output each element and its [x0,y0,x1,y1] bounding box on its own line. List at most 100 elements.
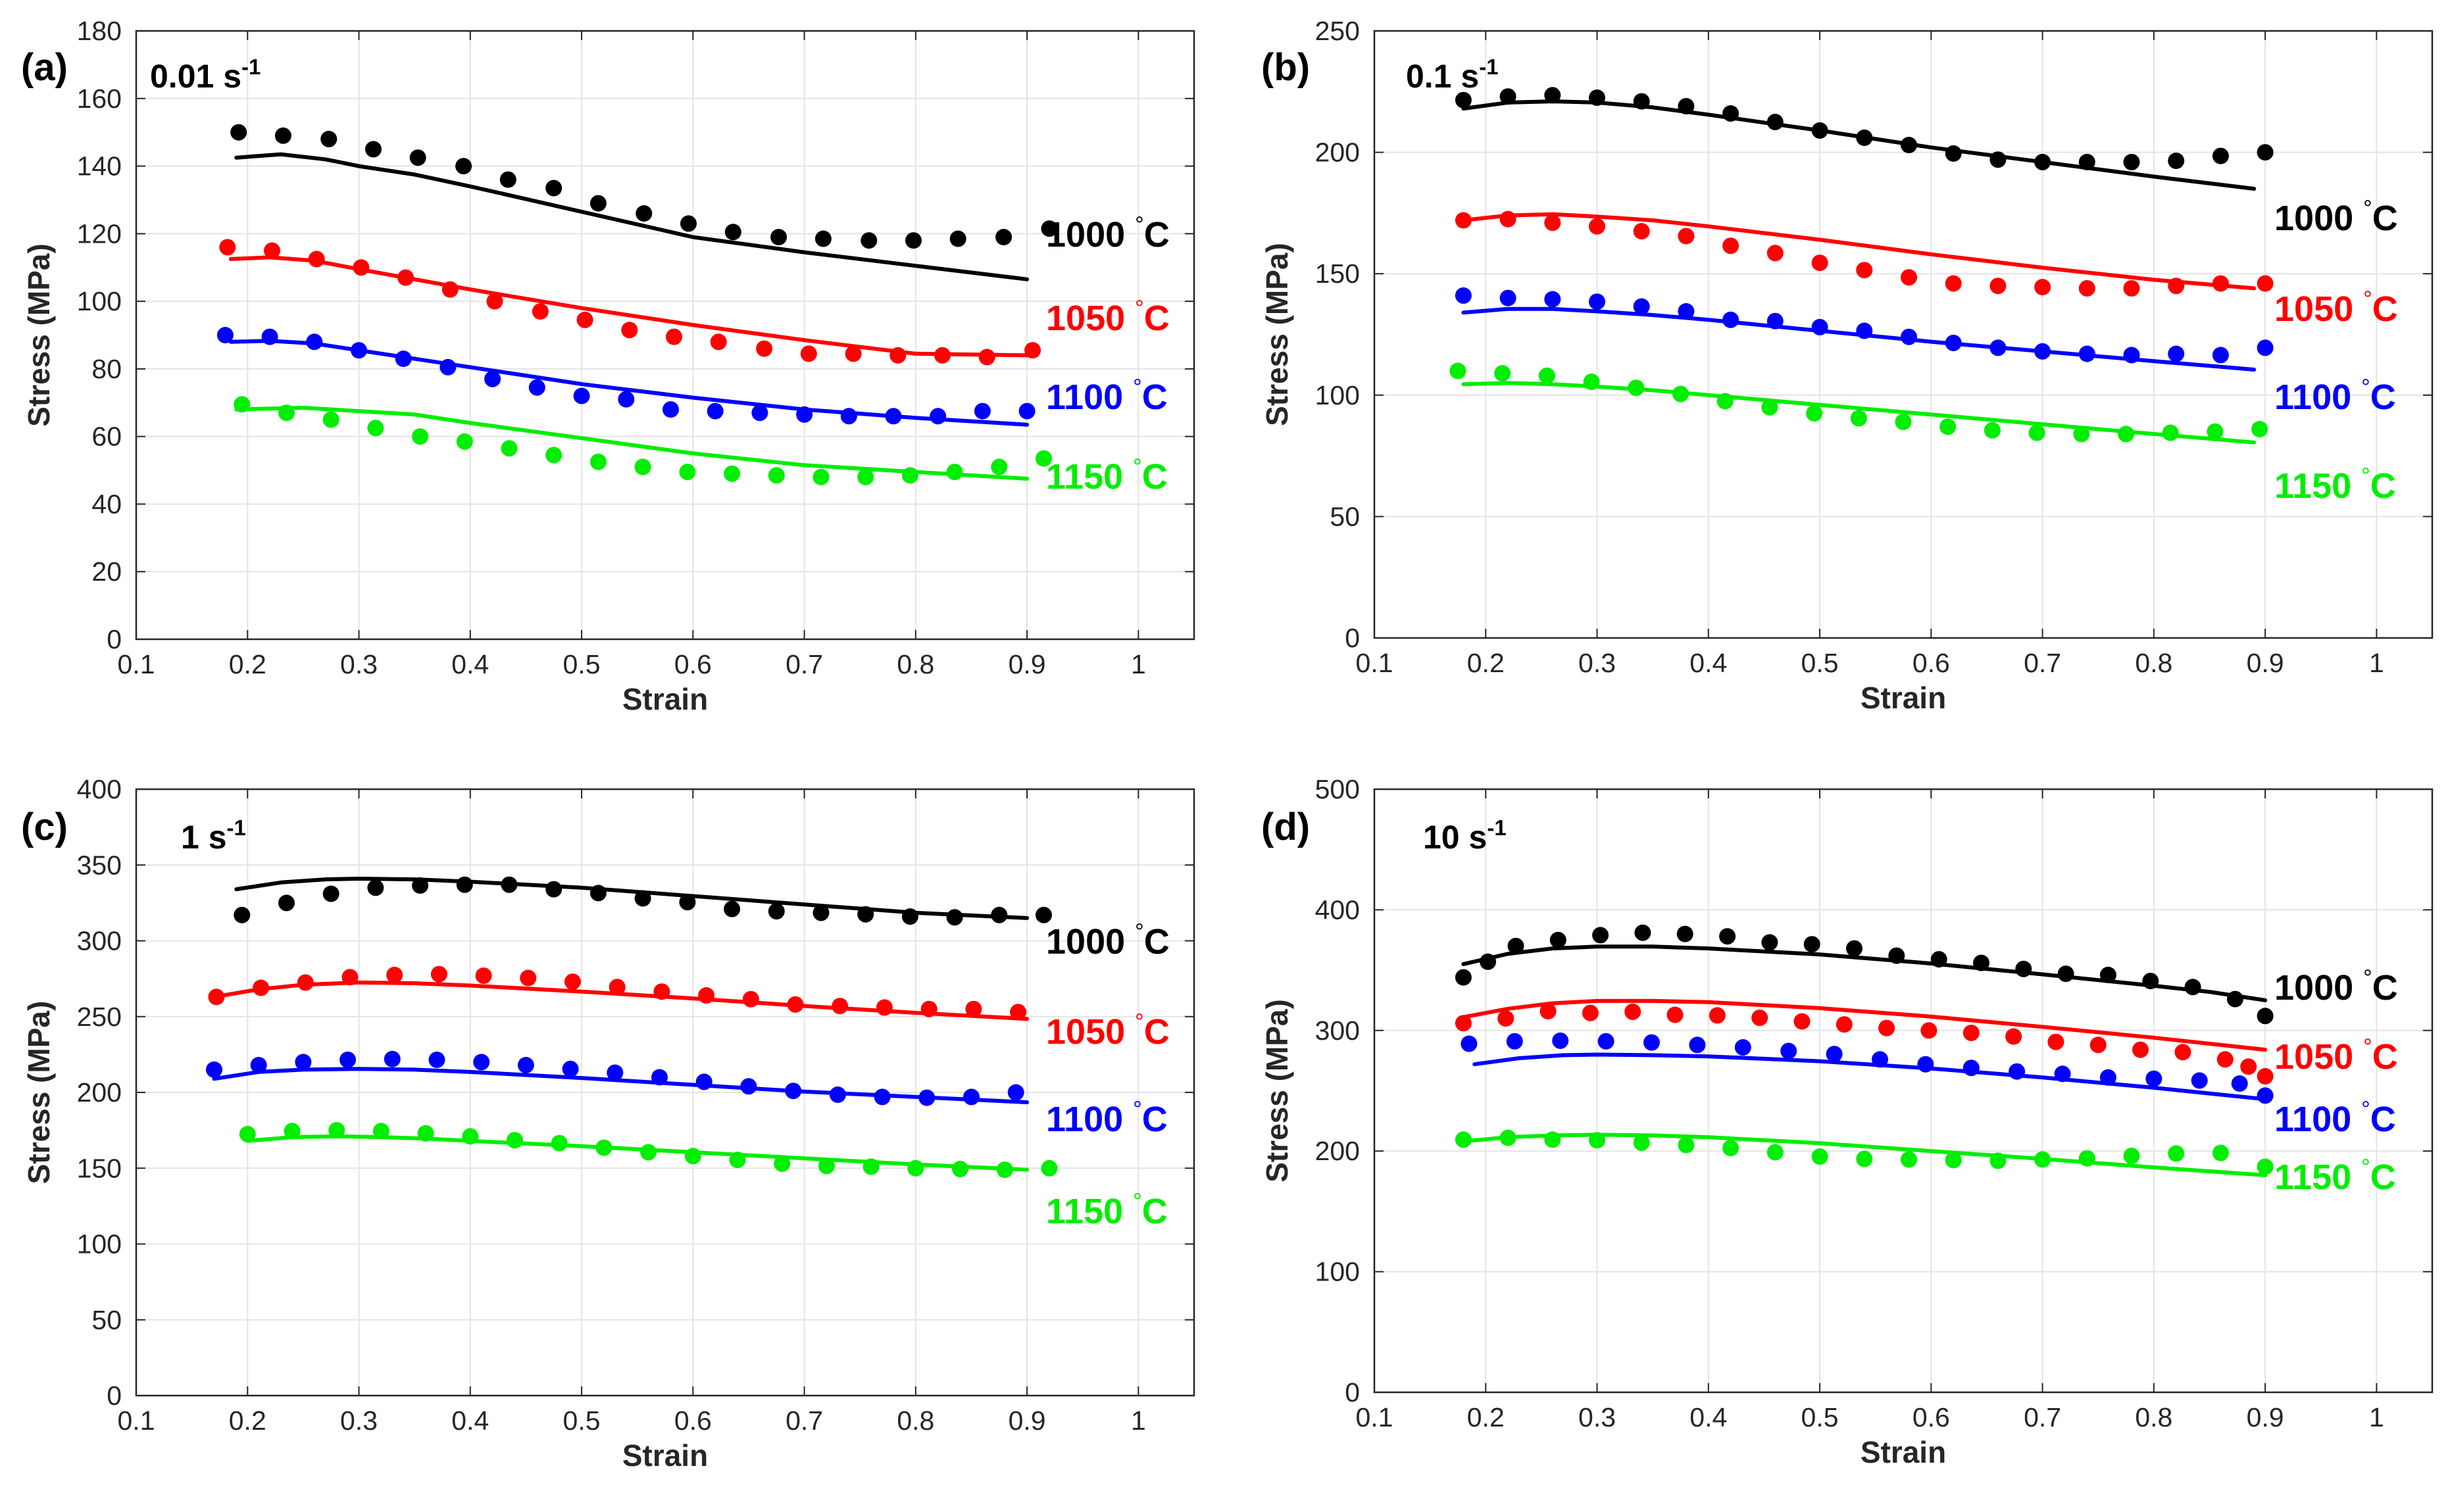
exp-point-1100 [1689,1036,1706,1054]
exp-point-1050 [1678,228,1695,245]
exp-point-1000 [1507,937,1524,954]
exp-point-1150 [1945,1152,1962,1169]
exp-point-1100 [874,1088,891,1106]
exp-point-1000 [1803,936,1820,953]
temperature-label-1000: 1000 °C [2274,965,2398,1008]
exp-point-1150 [372,1123,389,1140]
exp-point-1050 [1499,210,1516,228]
exp-point-1150 [1589,1132,1605,1149]
exp-point-1000 [636,205,653,222]
y-tick-label: 200 [1315,137,1360,168]
exp-point-1050 [1751,1010,1768,1026]
exp-point-1150 [768,467,785,484]
exp-point-1050 [430,965,447,983]
exp-point-1000 [813,904,830,921]
panel-a: 0.1 0.2 0.3 0.4 0.5 0.6 0.7 0.8 0.9 1 0 20 40 60 80 100… [21,16,1195,716]
exp-point-1000 [2099,966,2116,983]
exp-point-1000 [857,906,874,923]
y-tick-label: 80 [91,354,122,384]
exp-point-1150 [501,440,518,457]
exp-point-1100 [562,1060,579,1077]
exp-point-1150 [234,396,251,413]
exp-point-1100 [1455,287,1472,304]
exp-point-1050 [1878,1019,1895,1036]
exp-point-1050 [698,987,715,1004]
exp-point-1000 [2168,153,2185,169]
exp-point-1000 [545,881,562,898]
exp-point-1100 [439,358,457,376]
exp-point-1000 [1930,951,1947,968]
exp-point-1050 [787,996,804,1013]
exp-point-1100 [1766,312,1784,329]
exp-point-1000 [724,224,741,241]
exp-point-1000 [1901,137,1917,153]
exp-point-1150 [2078,1150,2095,1167]
exp-point-1100 [1963,1060,1980,1077]
exp-point-1050 [2257,275,2274,292]
exp-point-1050 [666,328,682,345]
exp-point-1150 [901,467,918,484]
y-tick-label: 150 [1315,258,1360,289]
axes-frame [1373,788,2434,1394]
exp-point-1000 [814,230,832,247]
exp-point-1150 [1036,450,1052,467]
exp-point-1050 [264,242,280,259]
exp-point-1000 [768,903,785,920]
exp-point-1000 [1846,940,1863,957]
exp-point-1050 [219,239,236,256]
exp-point-1050 [876,999,893,1016]
exp-point-1150 [1895,413,1912,430]
exp-point-1150 [462,1128,479,1145]
y-tick-label: 500 [1315,774,1360,804]
exp-point-1150 [456,433,473,450]
exp-point-1100 [1018,402,1036,420]
exp-point-1000 [455,158,472,175]
exp-point-1050 [2168,278,2185,295]
exp-point-1050 [2240,1058,2257,1075]
exp-point-1100 [785,1083,802,1100]
x-tick-label: 0.4 [451,1405,489,1436]
x-tick-label: 0.6 [674,1405,712,1436]
exp-point-1050 [2047,1033,2064,1050]
exp-point-1000 [499,171,516,188]
temperature-label-1150: 1150 °C [2274,1155,2396,1197]
exp-point-1000 [274,127,291,144]
exp-point-1150 [1989,1152,2007,1169]
exp-point-1100 [2034,343,2051,360]
y-tick-label: 160 [77,84,122,114]
exp-point-1050 [1901,269,1917,286]
exp-point-1150 [863,1158,880,1175]
x-tick-label: 0.7 [786,649,823,679]
exp-point-1100 [261,328,278,345]
y-axis-label: Stress (MPa) [22,243,56,427]
exp-point-1150 [2251,421,2268,437]
exp-point-1050 [1963,1025,1980,1041]
exp-point-1050 [832,998,849,1015]
exp-point-1050 [1010,1004,1027,1021]
exp-point-1150 [1544,1131,1561,1148]
exp-point-1000 [2257,144,2274,161]
exp-point-1100 [339,1051,357,1068]
exp-point-1000 [1766,114,1784,130]
exp-point-1150 [1583,374,1600,390]
exp-point-1050 [1920,1022,1938,1039]
exp-point-1100 [1780,1042,1797,1060]
exp-point-1000 [1811,122,1828,139]
exp-point-1000 [2257,1008,2274,1025]
exp-point-1150 [1984,422,2001,439]
x-tick-label: 0.1 [1356,1402,1393,1432]
exp-point-1000 [412,877,429,894]
exp-point-1050 [208,988,225,1006]
exp-point-1000 [949,230,966,247]
exp-point-1150 [1806,405,1823,422]
exp-point-1100 [1643,1034,1660,1051]
exp-point-1050 [308,251,325,268]
model-line-1000 [234,152,1030,281]
temperature-label-1050: 1050 °C [1046,296,1170,338]
exp-point-1100 [2257,1087,2274,1104]
exp-point-1050 [800,345,817,362]
exp-point-1100 [306,333,323,351]
exp-point-1050 [297,974,314,991]
exp-point-1000 [322,885,339,902]
panel-c: 0.1 0.2 0.3 0.4 0.5 0.6 0.7 0.8 0.9 1 0 50 100 150 200… [21,774,1195,1473]
